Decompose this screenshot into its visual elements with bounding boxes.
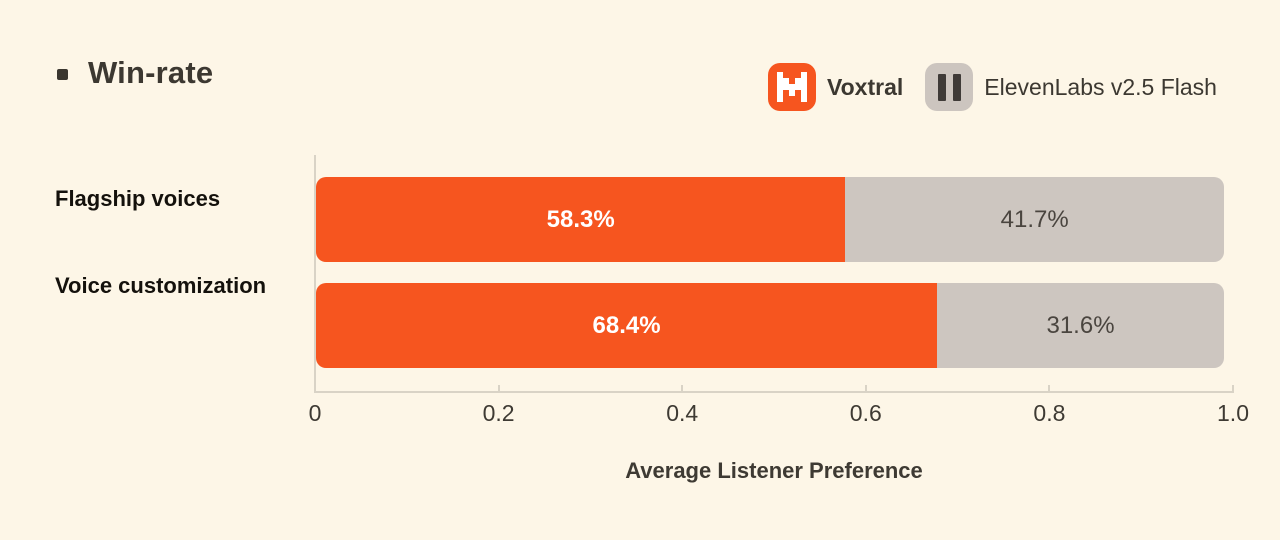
x-axis-tick-mark xyxy=(314,385,316,393)
x-axis-line xyxy=(314,391,1234,393)
category-label-flagship-voices: Flagship voices xyxy=(55,186,221,211)
bar-value-label: 31.6% xyxy=(1046,311,1115,339)
legend-item-voxtral: Voxtral xyxy=(768,63,903,111)
elevenlabs-logo-icon xyxy=(925,63,974,111)
bar-value-label: 58.3% xyxy=(546,205,615,233)
bar-segment-voxtral: 68.4% xyxy=(316,283,938,368)
x-axis-tick-mark xyxy=(1232,385,1234,393)
stacked-bar-flagship-voices: 58.3% 41.7% xyxy=(316,177,1224,262)
legend-label-voxtral: Voxtral xyxy=(827,73,904,100)
stacked-bar-voice-customization: 68.4% 31.6% xyxy=(316,283,1224,368)
category-label-voice-customization: Voice customization xyxy=(55,273,267,298)
plot-area: 58.3% 41.7% 68.4% 31.6% 0 0.2 0.4 0.6 0.8 1.0 xyxy=(309,155,1249,426)
x-axis-tick-mark xyxy=(1048,385,1051,393)
y-axis-line xyxy=(314,155,316,393)
title-bullet xyxy=(57,69,68,80)
x-axis-tick-label: 0.4 xyxy=(666,400,699,426)
x-axis-title: Average Listener Preference xyxy=(625,458,923,483)
bar-value-label: 68.4% xyxy=(592,311,661,339)
x-axis-tick-label: 0.2 xyxy=(482,400,515,426)
x-axis-tick-label: 0 xyxy=(308,400,322,426)
legend: Voxtral ElevenLabs v2.5 Flash xyxy=(768,62,1217,112)
legend-item-elevenlabs: ElevenLabs v2.5 Flash xyxy=(925,63,1217,111)
elevenlabs-bar-right xyxy=(952,73,961,101)
voxtral-logo-icon xyxy=(768,63,816,111)
x-axis-tick-mark xyxy=(681,385,684,393)
elevenlabs-bar-left xyxy=(937,73,946,101)
bar-segment-elevenlabs: 41.7% xyxy=(845,177,1224,262)
x-axis-tick-label: 0.6 xyxy=(849,400,882,426)
x-axis-tick-label: 0.8 xyxy=(1033,400,1066,426)
x-axis-tick-mark xyxy=(864,385,867,393)
bar-segment-voxtral: 58.3% xyxy=(316,177,846,262)
legend-label-elevenlabs: ElevenLabs v2.5 Flash xyxy=(984,73,1217,100)
bar-segment-elevenlabs: 31.6% xyxy=(937,283,1224,368)
x-axis-tick-mark xyxy=(497,385,500,393)
page-title: Win-rate xyxy=(88,55,214,90)
bar-value-label: 41.7% xyxy=(1000,205,1069,233)
x-axis-tick-label: 1.0 xyxy=(1217,400,1249,426)
